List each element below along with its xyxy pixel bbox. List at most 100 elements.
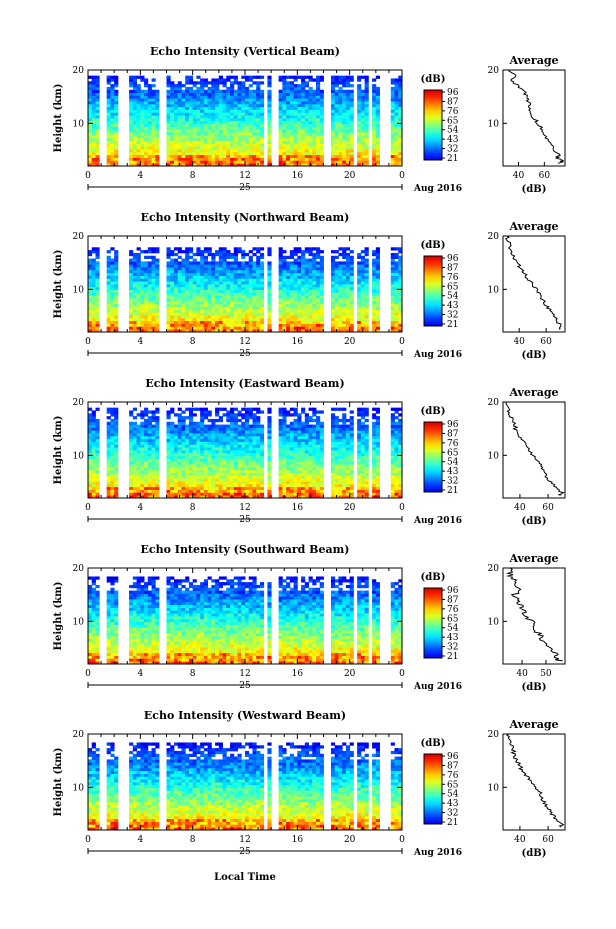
heatmap-cell — [207, 450, 212, 454]
heatmap-cell — [338, 106, 343, 110]
heatmap-cell — [222, 300, 227, 305]
heatmap-cell — [364, 146, 369, 150]
heatmap-cell — [230, 281, 235, 285]
heatmap-cell — [207, 98, 212, 102]
heatmap-cell — [170, 430, 175, 434]
heatmap-cell — [177, 469, 182, 473]
heatmap-cell — [207, 129, 212, 133]
heatmap-cell — [203, 298, 209, 302]
heatmap-cell — [181, 292, 186, 296]
heatmap-cell — [140, 284, 145, 288]
heatmap-cell — [241, 278, 246, 282]
heatmap-cell — [132, 303, 137, 307]
heatmap-cell — [203, 151, 209, 156]
heatmap-cell — [301, 75, 306, 79]
heatmap-cell — [278, 255, 283, 259]
heatmap-cell — [110, 435, 115, 440]
heatmap-cell — [200, 452, 205, 457]
heatmap-cell — [293, 284, 298, 288]
heatmap-cell — [293, 154, 298, 158]
heatmap-cell — [91, 486, 96, 490]
heatmap-cell — [106, 326, 111, 330]
heatmap-cell — [372, 123, 377, 127]
heatmap-cell — [95, 247, 100, 251]
heatmap-cell — [196, 112, 201, 116]
heatmap-cell — [155, 281, 160, 285]
heatmap-cell — [330, 312, 336, 316]
heatmap-cell — [129, 89, 134, 93]
heatmap-cell — [136, 151, 141, 156]
heatmap-cell — [304, 137, 309, 141]
heatmap-cell — [375, 115, 380, 119]
heatmap-cell — [222, 129, 227, 133]
heatmap-cell — [170, 250, 175, 254]
heatmap-cell — [286, 109, 291, 113]
heatmap-cell — [177, 286, 182, 291]
heatmap-cell — [177, 481, 182, 485]
heatmap-cell — [289, 81, 294, 85]
heatmap-cell — [289, 309, 294, 313]
heatmap-cell — [342, 278, 347, 282]
heatmap-cell — [181, 109, 186, 113]
heatmap-cell — [215, 475, 220, 479]
heatmap-cell — [372, 275, 377, 279]
heatmap-cell — [390, 112, 395, 116]
heatmap-cell — [144, 284, 149, 288]
heatmap-cell — [345, 123, 351, 127]
heatmap-cell — [330, 255, 336, 259]
heatmap-cell — [304, 140, 309, 144]
heatmap-cell — [342, 267, 347, 271]
heatmap-cell — [248, 326, 253, 330]
heatmap-cell — [106, 281, 111, 285]
heatmap-cell — [181, 452, 186, 457]
heatmap-cell — [278, 140, 283, 144]
heatmap-cell — [88, 461, 93, 465]
heatmap-cell — [110, 461, 115, 465]
heatmap-cell — [334, 272, 339, 276]
heatmap-cell — [151, 317, 156, 322]
heatmap-cell — [248, 149, 253, 153]
heatmap-cell — [140, 272, 145, 276]
heatmap-cell — [95, 129, 100, 133]
heatmap-cell — [200, 160, 205, 164]
heatmap-cell — [233, 306, 238, 310]
heatmap-cell — [203, 486, 209, 490]
heatmap-cell — [297, 317, 302, 322]
heatmap-cell — [248, 323, 253, 327]
heatmap-cell — [203, 140, 209, 144]
heatmap-cell — [248, 275, 253, 279]
heatmap-cell — [282, 261, 287, 265]
heatmap-cell — [349, 101, 354, 105]
heatmap-cell — [155, 278, 160, 282]
heatmap-cell — [342, 109, 347, 113]
heatmap-cell — [282, 250, 287, 254]
heatmap-cell — [308, 284, 313, 288]
heatmap-cell — [136, 323, 141, 327]
heatmap-cell — [173, 284, 179, 288]
heatmap-cell — [185, 416, 190, 420]
heatmap-cell — [308, 250, 313, 254]
heatmap-cell — [215, 455, 220, 459]
heatmap-cell — [155, 247, 160, 251]
heatmap-cell — [319, 326, 324, 330]
heatmap-cell — [140, 98, 145, 102]
heatmap-cell — [357, 298, 362, 302]
heatmap-cell — [114, 92, 119, 96]
heatmap-cell — [155, 430, 160, 434]
heatmap-cell — [155, 272, 160, 276]
heatmap-cell — [364, 129, 369, 133]
heatmap-cell — [140, 160, 145, 164]
heatmap-cell — [360, 289, 366, 293]
heatmap-cell — [211, 160, 216, 164]
heatmap-cell — [106, 272, 111, 276]
heatmap-cell — [147, 447, 152, 451]
heatmap-cell — [185, 118, 190, 122]
heatmap-cell — [177, 289, 182, 293]
heatmap-cell — [233, 272, 238, 276]
heatmap-cell — [364, 84, 369, 88]
heatmap-cell — [95, 450, 100, 454]
heatmap-cell — [394, 115, 399, 119]
heatmap-cell — [230, 300, 235, 305]
heatmap-cell — [226, 315, 231, 319]
heatmap-cell — [330, 292, 336, 296]
